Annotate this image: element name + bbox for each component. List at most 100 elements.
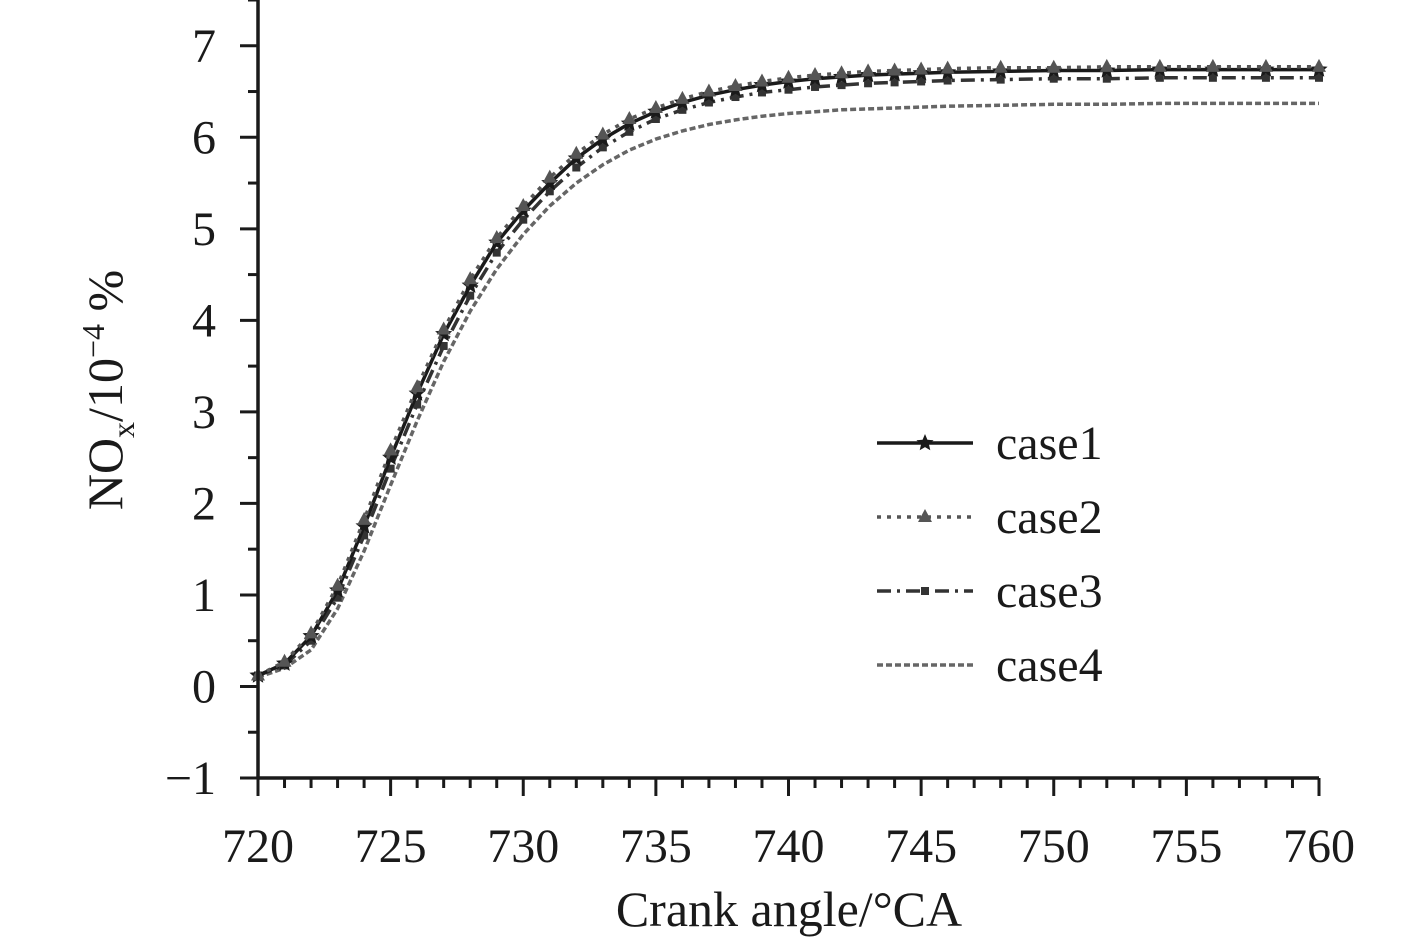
x-tick-label: 760 <box>1283 820 1355 873</box>
legend: case1 case2 case3 case4 <box>877 417 1103 692</box>
data-point-case3 <box>996 75 1005 84</box>
data-point-case3 <box>1155 73 1164 82</box>
series-layer <box>249 58 1328 683</box>
x-tick-label: 745 <box>885 820 957 873</box>
data-point-case2 <box>648 100 663 114</box>
data-point-case3 <box>784 85 793 94</box>
data-point-case3 <box>545 187 554 196</box>
data-point-case2 <box>861 63 876 77</box>
y-axis-title-base: NO <box>77 438 133 510</box>
legend-item-case3: case3 <box>877 565 1103 618</box>
legend-item-case2: case2 <box>877 491 1103 544</box>
data-point-case2 <box>489 229 504 243</box>
data-point-case2 <box>436 321 451 335</box>
legend-marker-case1 <box>916 434 934 451</box>
legend-item-case4: case4 <box>877 639 1103 692</box>
y-axis-title-superscript: −4 <box>75 324 111 358</box>
y-axis-title-subscript: x <box>105 422 141 438</box>
data-point-case3 <box>519 215 528 224</box>
data-point-case3 <box>943 76 952 85</box>
y-tick-label: 3 <box>192 386 216 439</box>
data-point-case2 <box>887 62 902 76</box>
data-point-case2 <box>701 83 716 97</box>
legend-label-case4: case4 <box>996 639 1103 692</box>
data-point-case2 <box>357 511 372 525</box>
data-point-case3 <box>598 143 607 152</box>
x-axis-title: Crank angle/°CA <box>616 881 962 937</box>
legend-marker-case3 <box>921 587 929 595</box>
x-tick-label: 730 <box>487 820 559 873</box>
data-point-case3 <box>492 248 501 257</box>
legend-item-case1: case1 <box>877 417 1103 470</box>
data-point-case2 <box>675 90 690 104</box>
data-point-case2 <box>1152 58 1167 72</box>
data-point-case2 <box>754 73 769 87</box>
y-tick-label: 6 <box>192 111 216 164</box>
data-point-case2 <box>728 78 743 92</box>
y-axis-title-unit: % <box>77 270 133 324</box>
data-point-case2 <box>569 145 584 159</box>
data-point-case3 <box>757 88 766 97</box>
y-tick-label: 0 <box>192 660 216 713</box>
x-tick-label: 755 <box>1150 820 1222 873</box>
legend-label-case3: case3 <box>996 565 1103 618</box>
x-tick-label: 720 <box>222 820 294 873</box>
data-point-case2 <box>940 60 955 74</box>
data-point-case3 <box>864 79 873 88</box>
data-point-case2 <box>463 271 478 285</box>
data-point-case2 <box>993 59 1008 73</box>
data-point-case2 <box>383 442 398 456</box>
data-point-case2 <box>1046 59 1061 73</box>
y-axis-title: NOx/10−4 % <box>75 270 141 510</box>
y-axis-title-rest: /10 <box>77 358 133 422</box>
data-point-case2 <box>1258 58 1273 72</box>
data-point-case2 <box>516 197 531 211</box>
x-tick-label: 725 <box>355 820 427 873</box>
x-tick-label: 735 <box>620 820 692 873</box>
x-tick-label: 740 <box>753 820 825 873</box>
data-point-case1 <box>382 448 400 465</box>
data-point-case3 <box>917 77 926 86</box>
y-tick-label: 7 <box>192 20 216 73</box>
data-point-case2 <box>542 169 557 183</box>
legend-marker-case2 <box>918 509 932 522</box>
series-line-case2 <box>257 65 1319 678</box>
legend-label-case1: case1 <box>996 417 1103 470</box>
data-point-case3 <box>572 163 581 172</box>
data-point-case2 <box>1205 58 1220 72</box>
data-point-case2 <box>834 65 849 79</box>
data-point-case1 <box>461 276 479 293</box>
data-point-case2 <box>304 625 319 639</box>
series-case2 <box>251 58 1326 681</box>
data-point-case2 <box>808 67 823 81</box>
data-point-case3 <box>360 531 369 540</box>
y-tick-label: −1 <box>165 752 216 805</box>
y-tick-label: 2 <box>192 477 216 530</box>
y-tick-label: 1 <box>192 569 216 622</box>
series-line-case1 <box>257 67 1319 678</box>
data-point-case3 <box>413 400 422 409</box>
data-point-case3 <box>651 114 660 123</box>
legend-label-case2: case2 <box>996 491 1103 544</box>
data-point-case2 <box>330 577 345 591</box>
data-point-case2 <box>277 653 292 667</box>
y-tick-label: 4 <box>192 294 216 347</box>
data-point-case2 <box>781 69 796 83</box>
axes-layer: 720 725 730 735 740 745 750 755 760 −1 0 1 2 3 4 5 6 7 <box>165 0 1355 873</box>
data-point-case3 <box>731 93 740 102</box>
series-case1 <box>249 60 1328 683</box>
data-point-case3 <box>307 636 316 645</box>
series-case3 <box>254 73 1323 680</box>
data-point-case3 <box>704 98 713 107</box>
data-point-case2 <box>595 126 610 140</box>
data-point-case3 <box>1315 73 1323 82</box>
data-point-case3 <box>1261 73 1270 82</box>
x-tick-label: 750 <box>1018 820 1090 873</box>
data-point-case3 <box>439 341 448 350</box>
data-point-case2 <box>1312 58 1326 72</box>
data-point-case3 <box>890 78 899 87</box>
y-tick-label: 5 <box>192 203 216 256</box>
data-point-case3 <box>1208 73 1217 82</box>
data-point-case1 <box>408 384 426 401</box>
